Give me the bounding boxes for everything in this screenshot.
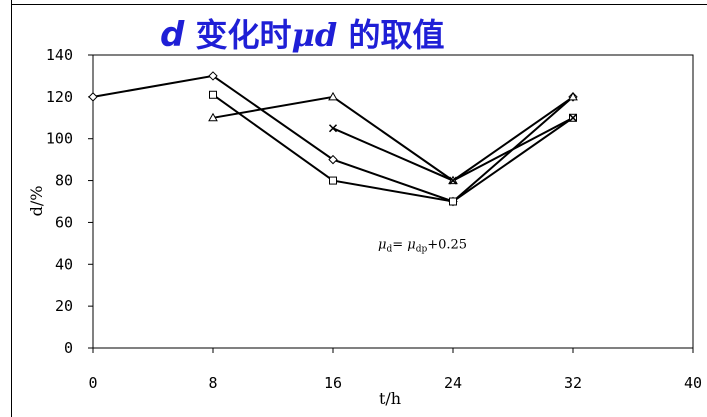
y-axis: 0 20 40 60 80 100 120 140 [46,46,93,357]
title-middle: 变化时 [184,16,291,54]
y-tick-label: 120 [46,88,73,106]
annot-rest: +0.25 [427,237,467,252]
data-point-diamond [328,154,338,165]
x-tick-label: 32 [564,374,582,392]
title-mu: μd [292,16,338,54]
x-axis: 0 8 16 24 32 40 [88,348,702,392]
data-point-x [328,124,338,133]
data-point-diamond [88,92,98,102]
frame-left-border [11,0,12,417]
y-tick-label: 140 [46,46,73,64]
series-line-triangle [212,95,574,182]
title-suffix: 的取值 [337,16,444,54]
y-tick-label: 60 [55,213,73,231]
annot-sub2: dp [416,244,428,254]
title-prefix: d [160,15,185,55]
annot-mu2: μ [407,237,415,252]
series-markers [88,71,578,207]
x-tick-label: 40 [684,374,702,392]
annot-sub1: d [386,244,392,254]
x-tick-label: 8 [208,374,217,392]
data-point-square [209,90,217,99]
data-point-triangle [208,112,218,122]
formula-annotation: μd= μdp+0.25 [378,237,467,254]
y-tick-label: 0 [64,339,73,357]
data-point-square [449,197,457,206]
data-point-triangle [328,91,338,101]
y-tick-label: 100 [46,130,73,148]
series-line-square [212,93,574,203]
annot-eq: = [392,237,407,252]
data-point-triangle [568,91,578,101]
y-tick-label: 80 [55,172,73,190]
frame-top-border [11,4,707,5]
data-point-x [568,113,578,122]
annot-mu1: μ [378,237,386,252]
x-tick-label: 16 [324,374,342,392]
x-tick-label: 24 [444,374,462,392]
data-point-x [448,176,458,185]
x-tick-label: 0 [88,374,97,392]
data-point-square [329,176,337,185]
y-tick-label: 40 [55,255,73,273]
plot-area [92,54,694,349]
x-axis-label: t/h [379,389,401,408]
chart-title: d 变化时μd 的取值 [160,15,444,55]
data-point-diamond [208,71,218,81]
y-tick-label: 20 [55,297,73,315]
y-axis-label: d/% [27,186,46,217]
